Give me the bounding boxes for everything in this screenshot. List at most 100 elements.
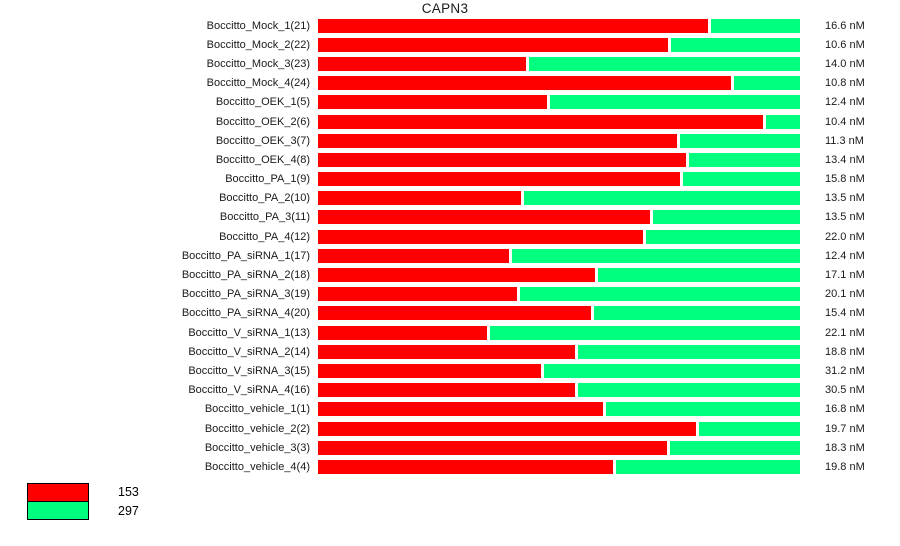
stacked-bar (318, 210, 800, 225)
row-label: Boccitto_PA_siRNA_4(20) (181, 307, 310, 320)
chart-row: Boccitto_Mock_1(21) 16.6 nM (0, 16, 900, 35)
bar-segment-probe-297 (511, 248, 800, 263)
row-label: Boccitto_OEK_3(7) (215, 134, 310, 147)
stacked-bar (318, 56, 800, 71)
row-label: Boccitto_vehicle_3(3) (204, 441, 310, 454)
chart-row: Boccitto_vehicle_1(1) 16.8 nM (0, 400, 900, 419)
bar-segment-probe-297 (593, 306, 800, 321)
bar-segment-probe-297 (680, 133, 800, 148)
row-total-value: 19.8 nM (825, 460, 865, 473)
chart-row: Boccitto_V_siRNA_2(14) 18.8 nM (0, 342, 900, 361)
row-total-value: 12.4 nM (825, 249, 865, 262)
stacked-bar (318, 76, 800, 91)
row-label: Boccitto_vehicle_1(1) (204, 403, 310, 416)
chart-row: Boccitto_OEK_3(7) 11.3 nM (0, 131, 900, 150)
chart-row: Boccitto_V_siRNA_1(13) 22.1 nM (0, 323, 900, 342)
stacked-bar (318, 114, 800, 129)
row-total-value: 22.0 nM (825, 230, 865, 243)
stacked-bar (318, 440, 800, 455)
bar-segment-probe-153 (318, 306, 591, 321)
bar-segment-probe-153 (318, 440, 667, 455)
bar-segment-probe-153 (318, 95, 547, 110)
row-label: Boccitto_OEK_2(6) (215, 115, 310, 128)
stacked-bar (318, 306, 800, 321)
chart-row: Boccitto_V_siRNA_4(16) 30.5 nM (0, 381, 900, 400)
bar-segment-probe-297 (710, 18, 800, 33)
row-total-value: 18.8 nM (825, 345, 865, 358)
row-label: Boccitto_V_siRNA_4(16) (188, 384, 310, 397)
row-total-value: 16.6 nM (825, 19, 865, 32)
bar-segment-probe-153 (318, 56, 526, 71)
row-total-value: 11.3 nM (825, 134, 864, 147)
chart-row: Boccitto_OEK_1(5) 12.4 nM (0, 93, 900, 112)
row-label: Boccitto_PA_siRNA_1(17) (181, 249, 310, 262)
row-label: Boccitto_PA_1(9) (225, 173, 310, 186)
row-label: Boccitto_OEK_4(8) (215, 153, 310, 166)
row-label: Boccitto_V_siRNA_2(14) (188, 345, 310, 358)
bar-segment-probe-153 (318, 37, 668, 52)
row-total-value: 10.8 nM (825, 77, 865, 90)
row-total-value: 13.5 nM (825, 211, 865, 224)
row-total-value: 15.4 nM (825, 307, 865, 320)
row-total-value: 30.5 nM (825, 384, 865, 397)
row-total-value: 13.4 nM (825, 153, 865, 166)
bar-segment-probe-153 (318, 459, 613, 474)
row-total-value: 15.8 nM (825, 173, 865, 186)
bar-segment-probe-297 (698, 421, 800, 436)
stacked-bar (318, 421, 800, 436)
chart-row: Boccitto_vehicle_3(3) 18.3 nM (0, 438, 900, 457)
bar-segment-probe-297 (549, 95, 800, 110)
bar-segment-probe-297 (544, 363, 800, 378)
chart-row: Boccitto_vehicle_4(4) 19.8 nM (0, 457, 900, 476)
row-total-value: 10.6 nM (825, 38, 865, 51)
bar-segment-probe-153 (318, 421, 696, 436)
bar-segment-probe-297 (605, 402, 800, 417)
bar-segment-probe-153 (318, 402, 603, 417)
bar-segment-probe-153 (318, 172, 680, 187)
chart-row: Boccitto_PA_3(11) 13.5 nM (0, 208, 900, 227)
row-label: Boccitto_PA_siRNA_3(19) (181, 288, 310, 301)
stacked-bar (318, 172, 800, 187)
bar-segment-probe-153 (318, 248, 509, 263)
row-label: Boccitto_V_siRNA_1(13) (188, 326, 310, 339)
bar-segment-probe-297 (523, 191, 800, 206)
bar-segment-probe-153 (318, 210, 651, 225)
stacked-bar (318, 363, 800, 378)
chart-row: Boccitto_PA_siRNA_3(19) 20.1 nM (0, 285, 900, 304)
row-total-value: 13.5 nM (825, 192, 865, 205)
stacked-bar (318, 344, 800, 359)
stacked-bar (318, 402, 800, 417)
chart-row: Boccitto_vehicle_2(2) 19.7 nM (0, 419, 900, 438)
row-total-value: 20.1 nM (825, 288, 865, 301)
chart-row: Boccitto_PA_siRNA_2(18) 17.1 nM (0, 265, 900, 284)
bar-segment-probe-153 (318, 229, 643, 244)
bar-segment-probe-297 (490, 325, 800, 340)
bar-segment-probe-153 (318, 114, 763, 129)
legend-swatch-probe-153 (27, 483, 89, 502)
bar-segment-probe-297 (670, 37, 800, 52)
stacked-bar (318, 325, 800, 340)
bar-segment-probe-153 (318, 152, 686, 167)
row-total-value: 18.3 nM (825, 441, 865, 454)
row-total-value: 19.7 nM (825, 422, 865, 435)
stacked-bar (318, 229, 800, 244)
bar-segment-probe-297 (577, 383, 800, 398)
legend-swatches (27, 483, 89, 521)
row-label: Boccitto_PA_siRNA_2(18) (181, 269, 310, 282)
bar-chart-rows: Boccitto_Mock_1(21) 16.6 nM Boccitto_Moc… (0, 16, 900, 477)
stacked-bar (318, 248, 800, 263)
stacked-bar (318, 287, 800, 302)
row-label: Boccitto_PA_3(11) (219, 211, 310, 224)
row-total-value: 16.8 nM (825, 403, 865, 416)
bar-segment-probe-297 (615, 459, 800, 474)
stacked-bar (318, 459, 800, 474)
row-total-value: 10.4 nM (825, 115, 865, 128)
stacked-bar (318, 152, 800, 167)
legend-labels: 153 297 (118, 483, 139, 521)
legend-swatch-probe-297 (27, 500, 89, 520)
chart-title: CAPN3 (421, 1, 469, 16)
legend: 153 297 (27, 483, 139, 521)
bar-segment-probe-153 (318, 344, 575, 359)
bar-segment-probe-153 (318, 325, 488, 340)
row-label: Boccitto_Mock_3(23) (206, 57, 310, 70)
